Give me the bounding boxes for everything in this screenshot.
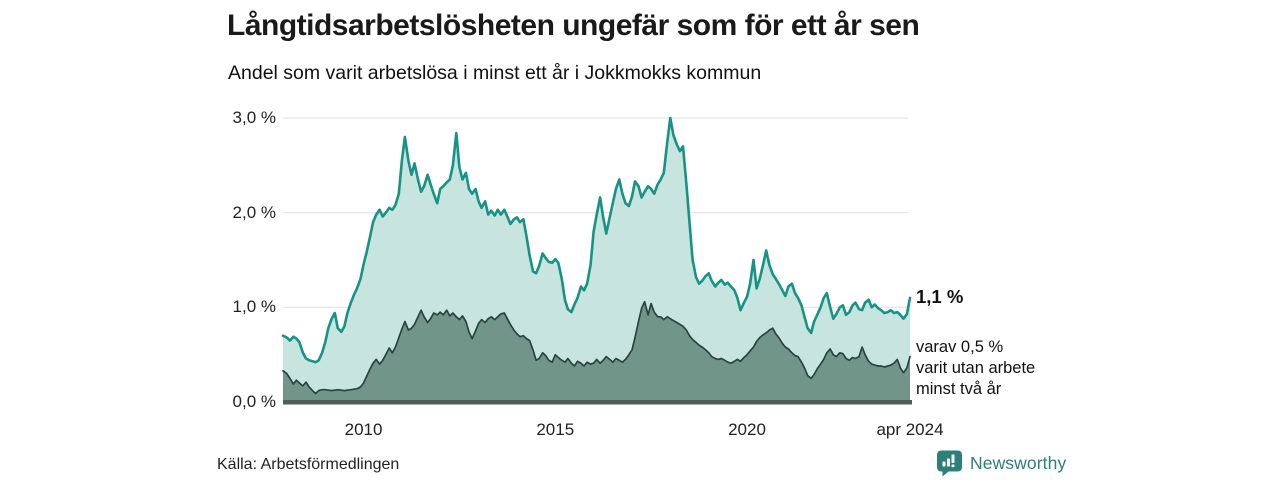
annotation-secondary-line-1: varav 0,5 % (916, 338, 1004, 356)
chart-subtitle: Andel som varit arbetslösa i minst ett å… (228, 62, 762, 84)
annotation-secondary-line-3: minst två år (916, 380, 1002, 398)
line-minst-tva-ar (282, 300, 911, 395)
annotation-latest-value: 1,1 % (916, 285, 964, 307)
annotation-secondary-line-2: varit utan arbete (916, 359, 1036, 377)
x-axis-label: apr 2024 (876, 420, 944, 439)
area-minst-tva-ar (283, 301, 910, 402)
chart-title: Långtidsarbetslösheten ungefär som för e… (227, 9, 920, 42)
newsworthy-brand-text: Newsworthy (970, 452, 1067, 473)
newsworthy-bar-chart-bubble-icon (936, 449, 963, 477)
y-axis-label: 0,0 % (232, 392, 276, 411)
annotation-secondary: varav 0,5 % varit utan arbete minst två … (916, 337, 1035, 400)
line-minst-ett-ar (281, 116, 912, 364)
x-axis-baseline (283, 400, 912, 405)
source-label: Källa: Arbetsförmedlingen (217, 456, 400, 473)
x-axis-label: 2010 (344, 420, 383, 439)
newsworthy-logo: Newsworthy (936, 449, 1066, 477)
x-axis-label: 2020 (728, 420, 766, 439)
y-axis-label: 1,0 % (232, 297, 276, 317)
y-axis-label: 2,0 % (232, 202, 276, 222)
y-axis-label: 3,0 % (232, 108, 276, 127)
x-axis-label: 2015 (536, 420, 575, 439)
